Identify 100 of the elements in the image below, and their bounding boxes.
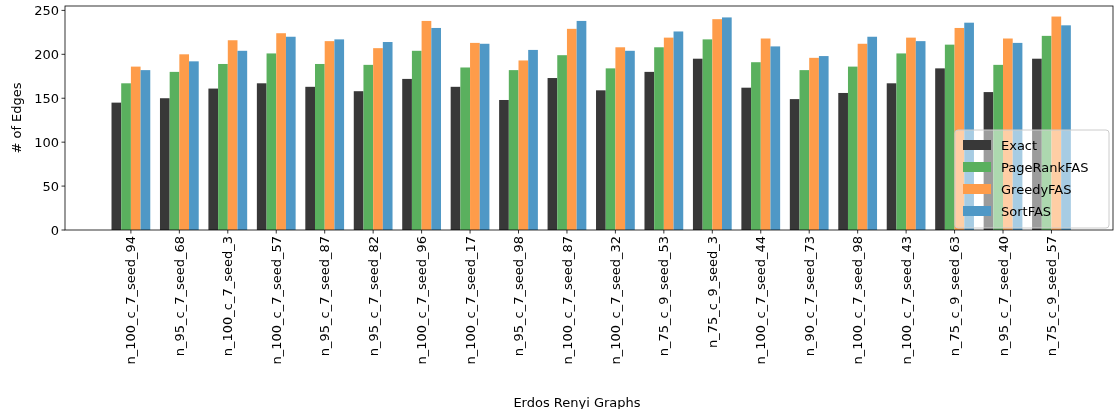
bar: [470, 42, 480, 230]
bar: [944, 44, 955, 230]
y-tick-label: 100: [34, 134, 59, 150]
x-tick-label: n_90_c_7_seed_73: [801, 236, 817, 357]
x-tick-label: n_95_c_7_seed_87: [317, 236, 333, 357]
bar: [130, 66, 141, 230]
x-tick-label: n_95_c_7_seed_40: [995, 236, 1011, 357]
bar: [741, 87, 752, 230]
bar: [663, 37, 674, 230]
bar: [692, 58, 703, 230]
y-tick-label: 200: [34, 46, 59, 62]
bar: [227, 40, 238, 230]
bar: [625, 50, 635, 230]
x-tick-label: n_100_c_7_seed_94: [123, 236, 139, 365]
bar: [189, 61, 199, 230]
bar: [915, 41, 926, 230]
bar: [615, 47, 626, 230]
bar: [121, 83, 131, 230]
bar: [838, 92, 848, 230]
x-tick-label: n_100_c_7_seed_87: [559, 236, 575, 365]
y-axis-title: # of Edges: [9, 82, 24, 154]
bar: [673, 31, 684, 230]
bar: [896, 53, 907, 230]
bar: [528, 49, 538, 230]
bar: [596, 90, 606, 230]
bar: [654, 47, 664, 230]
x-tick-label: n_75_c_9_seed_3: [704, 236, 720, 348]
bar: [566, 28, 577, 230]
bar: [605, 68, 616, 230]
bar: [702, 39, 713, 230]
bar: [518, 60, 529, 230]
y-tick-label: 250: [34, 2, 59, 18]
bar: [363, 64, 374, 230]
bar: [111, 102, 122, 230]
bar: [935, 68, 945, 230]
x-tick-label: n_95_c_7_seed_68: [171, 236, 187, 357]
bar: [499, 99, 509, 230]
legend-label: SortFAS: [1001, 203, 1052, 219]
bar: [809, 57, 819, 230]
legend-label: GreedyFAS: [1001, 181, 1072, 197]
x-tick-label: n_100_c_7_seed_98: [850, 236, 866, 365]
bar: [857, 43, 868, 230]
bar: [179, 54, 190, 230]
bar: [712, 19, 722, 230]
bar: [789, 99, 800, 230]
bar: [208, 88, 219, 230]
bar: [818, 56, 829, 230]
bar: [508, 70, 519, 230]
x-tick-label: n_100_c_7_seed_17: [462, 236, 478, 365]
bar: [218, 63, 228, 230]
x-tick-label: n_100_c_7_seed_57: [268, 236, 284, 365]
bar: [140, 70, 151, 230]
bar: [847, 66, 858, 230]
legend-label: Exact: [1001, 137, 1038, 153]
bar: [305, 86, 316, 230]
bar: [886, 83, 897, 230]
bar: [159, 98, 170, 230]
bar: [256, 83, 267, 230]
y-tick-label: 150: [34, 90, 59, 106]
bar: [450, 86, 461, 230]
bar: [799, 70, 810, 230]
x-tick-label: n_100_c_7_seed_96: [414, 236, 430, 365]
x-tick-label: n_100_c_7_seed_44: [753, 236, 769, 365]
bar: [315, 63, 325, 230]
bar: [460, 67, 471, 230]
y-tick-label: 0: [50, 222, 59, 238]
bar: [547, 78, 558, 230]
x-tick-label: n_95_c_7_seed_82: [365, 236, 381, 357]
bar: [402, 78, 412, 230]
bar: [906, 37, 916, 230]
x-tick-label: n_75_c_9_seed_57: [1044, 236, 1060, 357]
bar: [169, 71, 180, 230]
bar: [285, 36, 296, 230]
x-tick-label: n_100_c_7_seed_43: [898, 236, 914, 365]
x-tick-label: n_100_c_7_seed_3: [220, 236, 236, 357]
bar: [276, 33, 286, 230]
x-tick-label: n_75_c_9_seed_53: [656, 236, 672, 357]
bar: [722, 17, 732, 230]
bar: [576, 20, 587, 230]
bar: [770, 46, 781, 230]
x-axis-title: Erdos Renyi Graphs: [513, 395, 641, 409]
y-tick-label: 50: [42, 178, 59, 194]
legend-label: PageRankFAS: [1001, 159, 1089, 175]
bar: [266, 53, 277, 230]
bar: [382, 42, 393, 230]
bar: [373, 48, 383, 230]
bar: [431, 27, 441, 230]
bar: [324, 41, 335, 230]
bar: [557, 55, 567, 230]
bar: [237, 50, 248, 230]
bar: [760, 38, 771, 230]
x-tick-label: n_75_c_9_seed_63: [947, 236, 963, 357]
bar: [867, 36, 878, 230]
bar: [353, 91, 364, 230]
bar: [479, 43, 490, 230]
bar: [421, 20, 432, 230]
bar: [411, 50, 422, 230]
bar: [751, 62, 761, 230]
bar: [644, 71, 655, 230]
bar: [334, 39, 345, 230]
